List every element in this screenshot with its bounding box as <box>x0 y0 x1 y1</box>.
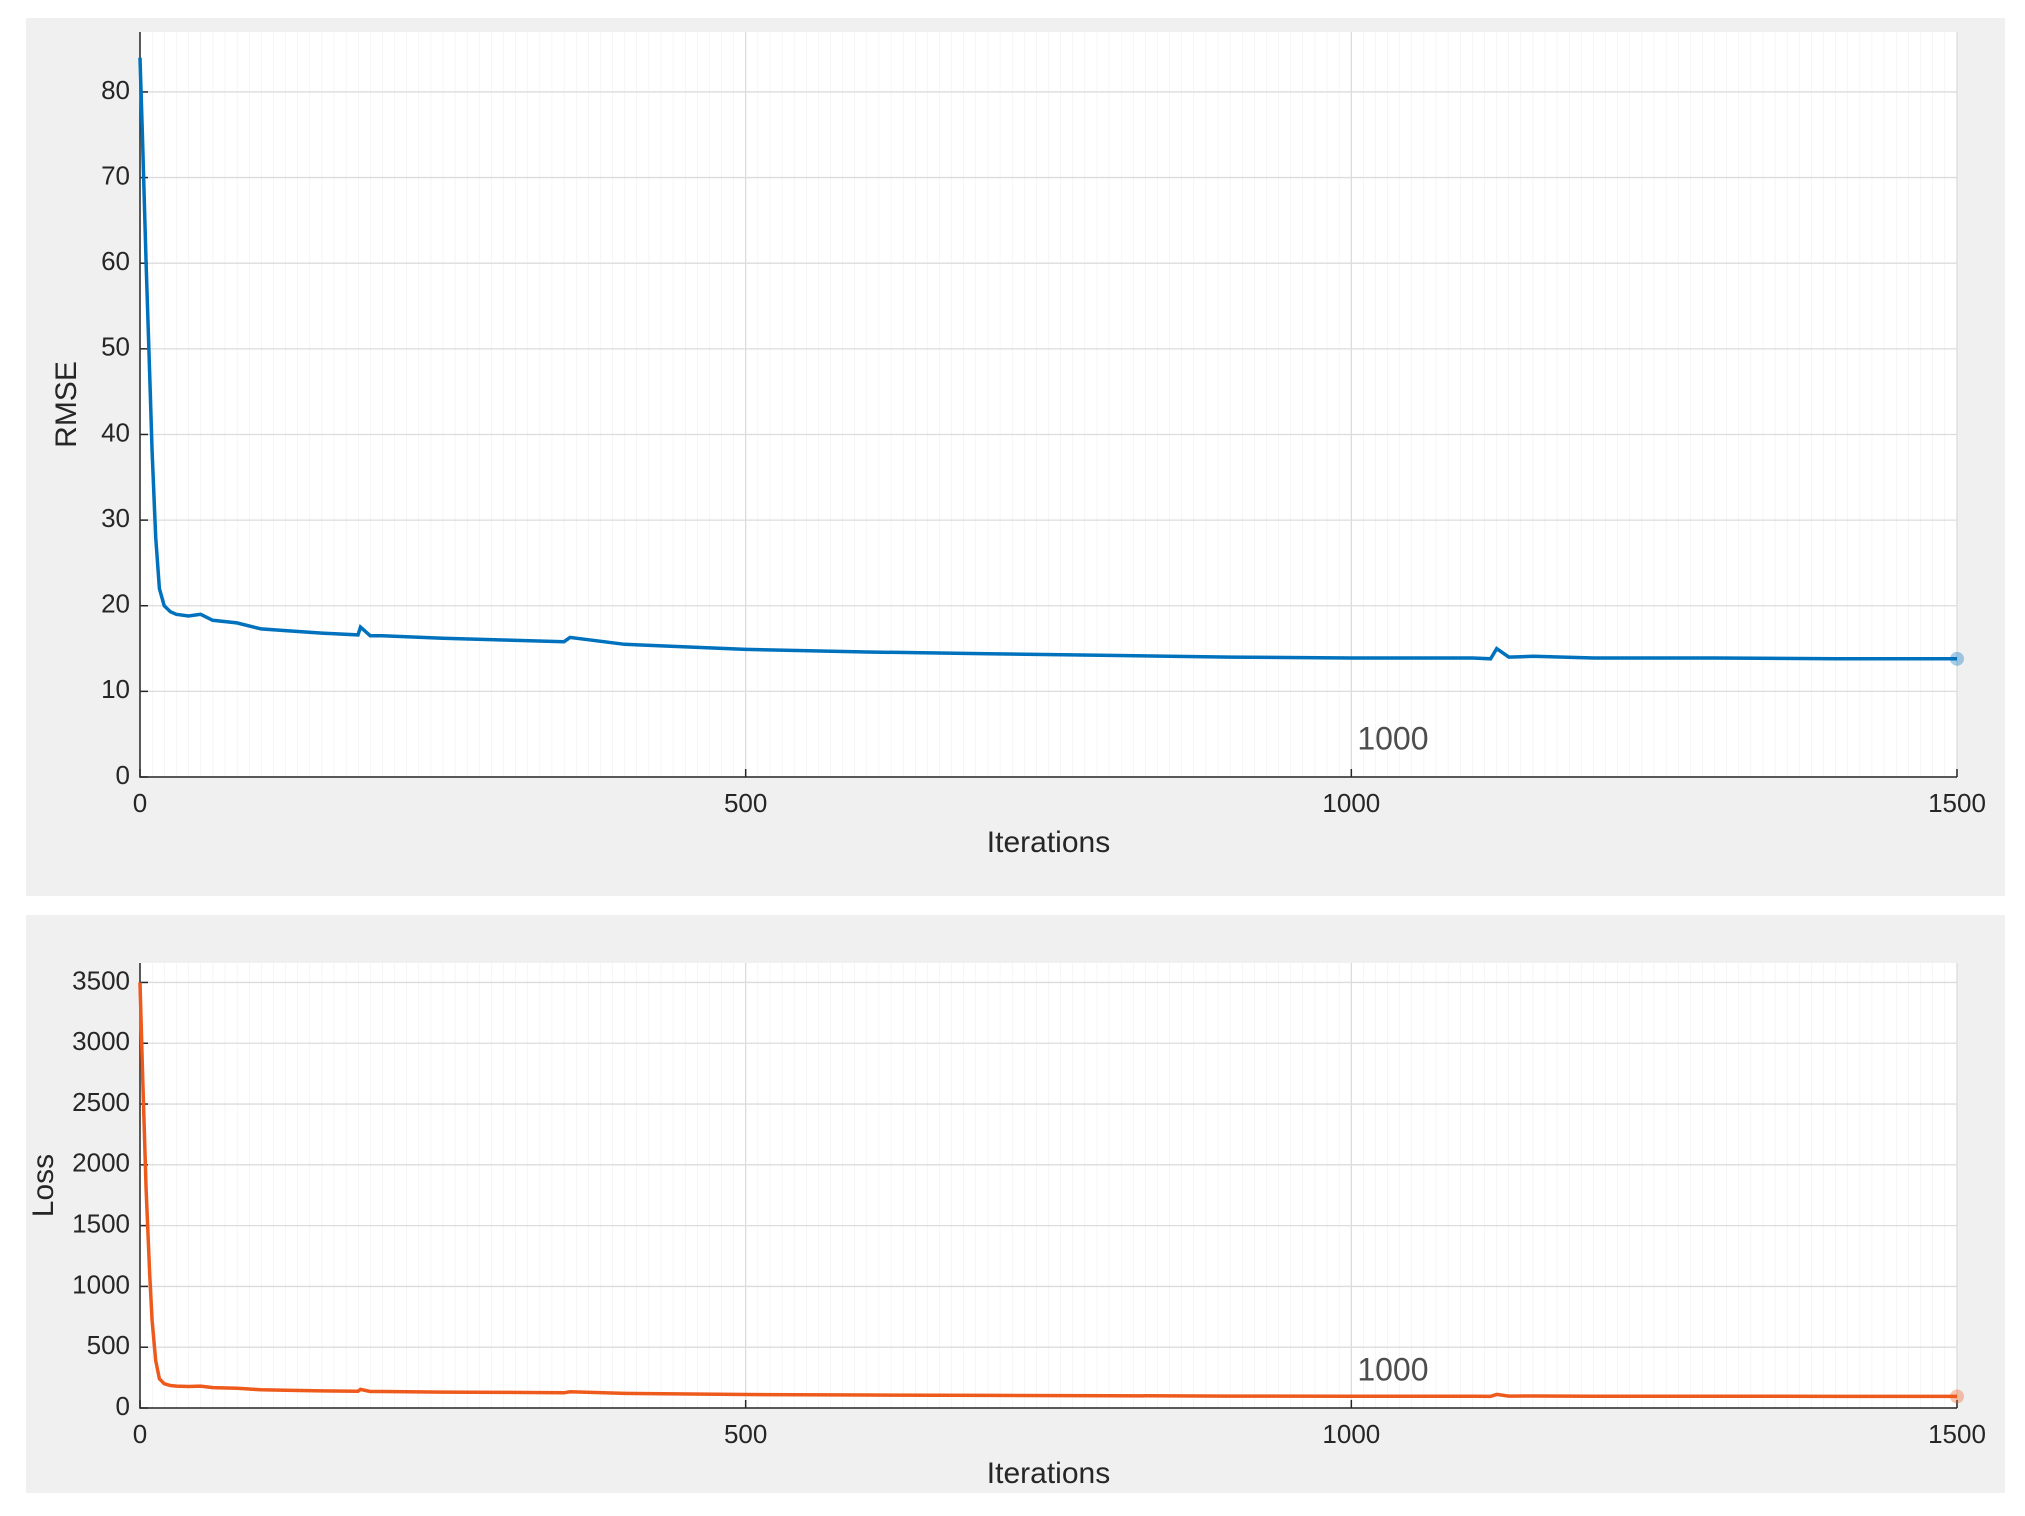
y-tick-label: 80 <box>101 75 130 105</box>
annotation: 1000 <box>1357 1351 1428 1387</box>
y-tick-label: 500 <box>87 1330 130 1360</box>
y-axis-label: Loss <box>27 1154 60 1217</box>
y-tick-label: 20 <box>101 589 130 619</box>
x-axis-label: Iterations <box>987 1457 1110 1490</box>
y-tick-label: 70 <box>101 160 130 190</box>
data-line <box>138 57 1957 661</box>
y-tick-label: 40 <box>101 417 130 447</box>
axes <box>139 32 1957 778</box>
y-tick-label: 3000 <box>72 1026 130 1056</box>
x-tick-label: 1500 <box>1928 1419 1986 1449</box>
end-marker <box>1950 1389 1964 1404</box>
minor-grid <box>140 32 1957 777</box>
y-tick-label: 2500 <box>72 1087 130 1117</box>
data-line <box>138 982 1957 1399</box>
x-tick-label: 500 <box>724 1419 767 1449</box>
y-tick-label: 0 <box>116 1391 130 1421</box>
y-tick-label: 2000 <box>72 1148 130 1178</box>
annotation: 1000 <box>1357 720 1428 756</box>
axes <box>139 963 1957 1409</box>
y-tick-label: 50 <box>101 332 130 362</box>
y-tick-label: 30 <box>101 503 130 533</box>
y-tick-label: 3500 <box>72 965 130 995</box>
x-tick-label: 1000 <box>1322 1419 1380 1449</box>
x-tick-label: 0 <box>133 788 147 818</box>
y-tick-label: 1500 <box>72 1208 130 1238</box>
y-tick-label: 10 <box>101 674 130 704</box>
x-tick-label: 500 <box>724 788 767 818</box>
y-tick-label: 60 <box>101 246 130 276</box>
y-axis-label: RMSE <box>50 361 83 448</box>
x-axis-label: Iterations <box>987 826 1110 859</box>
x-tick-label: 1500 <box>1928 788 1986 818</box>
x-tick-label: 1000 <box>1322 788 1380 818</box>
end-marker <box>1950 651 1964 666</box>
y-tick-label: 1000 <box>72 1269 130 1299</box>
x-tick-label: 0 <box>133 1419 147 1449</box>
y-tick-label: 0 <box>116 760 130 790</box>
minor-grid <box>140 963 1957 1408</box>
